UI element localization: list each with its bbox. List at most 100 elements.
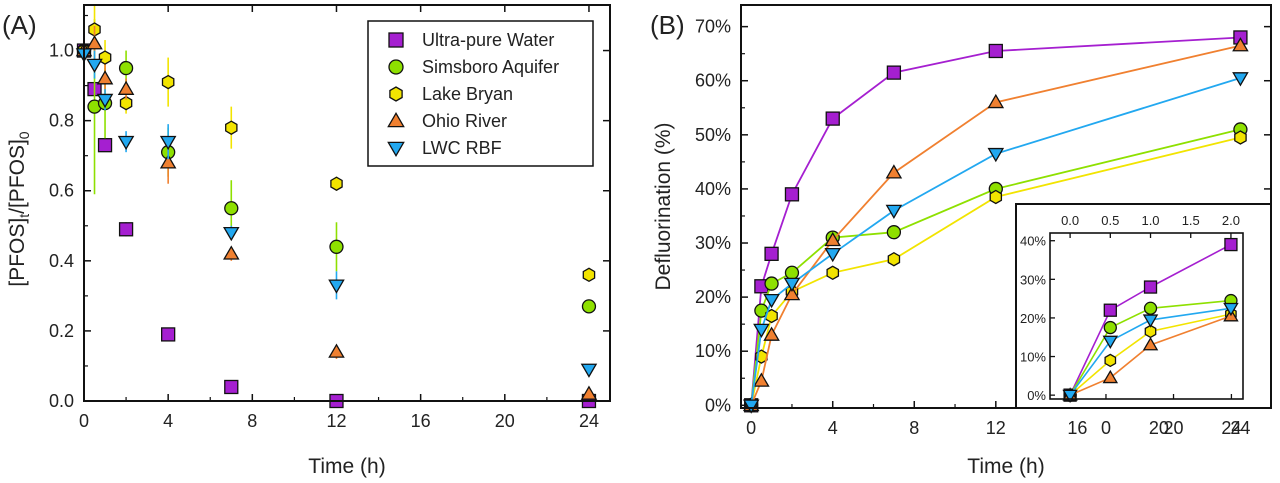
- inset-data-point: [1102, 369, 1119, 384]
- x-tick-label: 0: [79, 411, 89, 431]
- inset-series-line: [1069, 299, 1231, 396]
- inset-y-tick-label: 30%: [1020, 272, 1046, 287]
- inset-frame: [1049, 232, 1244, 400]
- data-point: [328, 343, 345, 358]
- data-point: [223, 226, 240, 242]
- inset-data-point: [1142, 314, 1159, 328]
- x-tick-label: 12: [326, 411, 346, 431]
- data-point: [753, 372, 770, 387]
- data-point: [826, 265, 840, 281]
- x-tick-label: 4: [163, 411, 173, 431]
- legend-marker-ultra-pure-water: [388, 32, 404, 48]
- data-point: [582, 267, 596, 283]
- data-point: [765, 308, 778, 324]
- inset-data-point: [1103, 320, 1117, 335]
- y-label-subscript: t: [16, 214, 32, 218]
- data-point: [1232, 72, 1249, 87]
- x-tick-label: 16: [1067, 418, 1087, 438]
- data-point: [764, 246, 779, 261]
- x-axis-label: Time (h): [308, 455, 385, 478]
- inset-data-point: [1102, 335, 1119, 349]
- y-tick-label: 0%: [705, 395, 731, 415]
- y-tick-label: 0.8: [49, 111, 74, 131]
- y-tick-label: 0.2: [49, 321, 74, 341]
- data-point: [763, 326, 780, 341]
- data-point: [97, 138, 113, 153]
- data-point: [580, 385, 598, 400]
- inset-series-line: [1069, 315, 1232, 396]
- series-lwc-rbf: [742, 72, 1249, 414]
- data-point: [989, 189, 1003, 205]
- y-tick-label: 20%: [695, 287, 731, 307]
- data-point: [753, 323, 770, 339]
- data-point: [96, 93, 114, 109]
- data-point: [1234, 130, 1247, 145]
- y-label-part: [PFOS]: [6, 218, 29, 287]
- inset-data-point: [1104, 353, 1117, 368]
- x-tick-label: 24: [579, 411, 599, 431]
- inset-x-tick-label: 0.0: [1061, 213, 1079, 228]
- legend-label-simsboro-aquifer: Simsboro Aquifer: [422, 57, 559, 77]
- data-point: [225, 120, 238, 135]
- panel-b-chart: 0 4 8 12 16 20 24 0% 10% 20% 30% 40% 50% 60% 70% Time (…: [652, 4, 1272, 478]
- data-point: [824, 247, 842, 263]
- inset-series-line: [1069, 313, 1232, 396]
- data-point: [885, 164, 903, 179]
- inset-bottom-tick-label: 24: [1221, 418, 1241, 438]
- legend-label-ohio-river: Ohio River: [422, 111, 507, 131]
- data-point: [742, 399, 760, 414]
- x-tick-label: 24: [1230, 418, 1250, 438]
- y-tick-label: 0.4: [49, 251, 74, 271]
- plot-frame: [83, 4, 611, 402]
- legend-marker-lake-bryan: [389, 86, 403, 102]
- inset-y-tick-label: 20%: [1020, 311, 1046, 326]
- series-ohio-river: [742, 37, 1249, 412]
- inset-x-tick-label: 2.0: [1222, 213, 1240, 228]
- data-point: [159, 154, 177, 169]
- data-point: [886, 65, 902, 80]
- inset-x-tick-label: 1.5: [1182, 213, 1200, 228]
- data-point: [784, 265, 800, 280]
- data-point: [98, 50, 112, 65]
- series-simsboro-aquifer: [744, 122, 1248, 413]
- x-axis-label: Time (h): [967, 455, 1044, 478]
- data-point: [763, 293, 780, 309]
- y-tick-label: 0.6: [49, 181, 74, 201]
- inset-bottom-tick-label: 20: [1164, 418, 1184, 438]
- data-point: [330, 176, 343, 191]
- data-point: [118, 60, 134, 76]
- inset-data-point: [1143, 301, 1158, 315]
- inset-y-tick-label: 10%: [1020, 350, 1046, 365]
- data-point: [118, 222, 134, 237]
- data-point: [159, 135, 177, 151]
- inset-y-tick-label: 0%: [1027, 388, 1046, 403]
- data-point: [224, 201, 239, 216]
- data-point: [988, 43, 1003, 59]
- x-tick-label: 16: [411, 411, 431, 431]
- x-tick-label: 8: [247, 411, 257, 431]
- data-point: [783, 285, 801, 301]
- data-point: [117, 135, 135, 151]
- x-tick-label: 8: [909, 418, 919, 438]
- y-axis-label: [PFOS]t/[PFOS]0: [6, 131, 32, 286]
- data-point: [824, 231, 842, 247]
- y-tick-label: 1.0: [49, 41, 74, 61]
- data-point: [329, 239, 344, 254]
- series-line: [750, 44, 1241, 406]
- legend-label-ultra-pure-water: Ultra-pure Water: [422, 30, 554, 50]
- legend-box: [367, 20, 594, 167]
- inset-data-point: [1223, 302, 1239, 317]
- data-point: [96, 70, 114, 85]
- legend: Ultra-pure Water Simsboro Aquifer Lake Bry…: [367, 20, 594, 167]
- panel-a-label: (A): [2, 10, 37, 40]
- data-point: [987, 93, 1005, 109]
- data-point: [764, 276, 779, 291]
- inset-data-point: [1103, 303, 1117, 317]
- inset-bottom-tick-label: 0: [1101, 418, 1111, 438]
- y-label-subscript: 0: [16, 131, 32, 139]
- y-tick-label: 70%: [695, 17, 731, 37]
- y-tick-label: 40%: [695, 179, 731, 199]
- legend-marker-lwc-rbf: [387, 141, 405, 157]
- inset-data-point: [1224, 237, 1238, 252]
